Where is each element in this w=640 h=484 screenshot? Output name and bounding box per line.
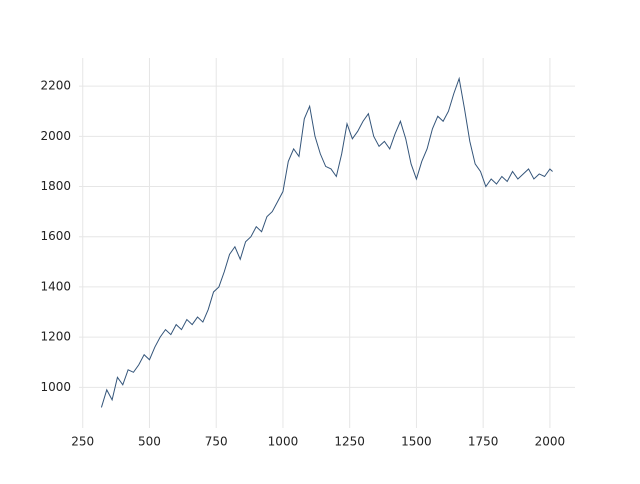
x-tick-label: 1000 xyxy=(268,435,299,449)
y-tick-label: 1000 xyxy=(40,380,71,394)
x-tick-label: 1750 xyxy=(468,435,499,449)
y-tick-label: 1400 xyxy=(40,279,71,293)
y-tick-label: 2000 xyxy=(40,129,71,143)
x-tick-label: 750 xyxy=(205,435,228,449)
line xyxy=(100,76,553,408)
x-tick-label: 250 xyxy=(71,435,94,449)
y-tick-label: 1200 xyxy=(40,330,71,344)
x-tick-label: 1250 xyxy=(334,435,365,449)
x-tick-label: 500 xyxy=(138,435,161,449)
y-tick-label: 1600 xyxy=(40,229,71,243)
x-tick-label: 1500 xyxy=(401,435,432,449)
y-tick-label: 2200 xyxy=(40,79,71,93)
y-tick-label: 1800 xyxy=(40,179,71,193)
x-tick-label: 2000 xyxy=(535,435,566,449)
